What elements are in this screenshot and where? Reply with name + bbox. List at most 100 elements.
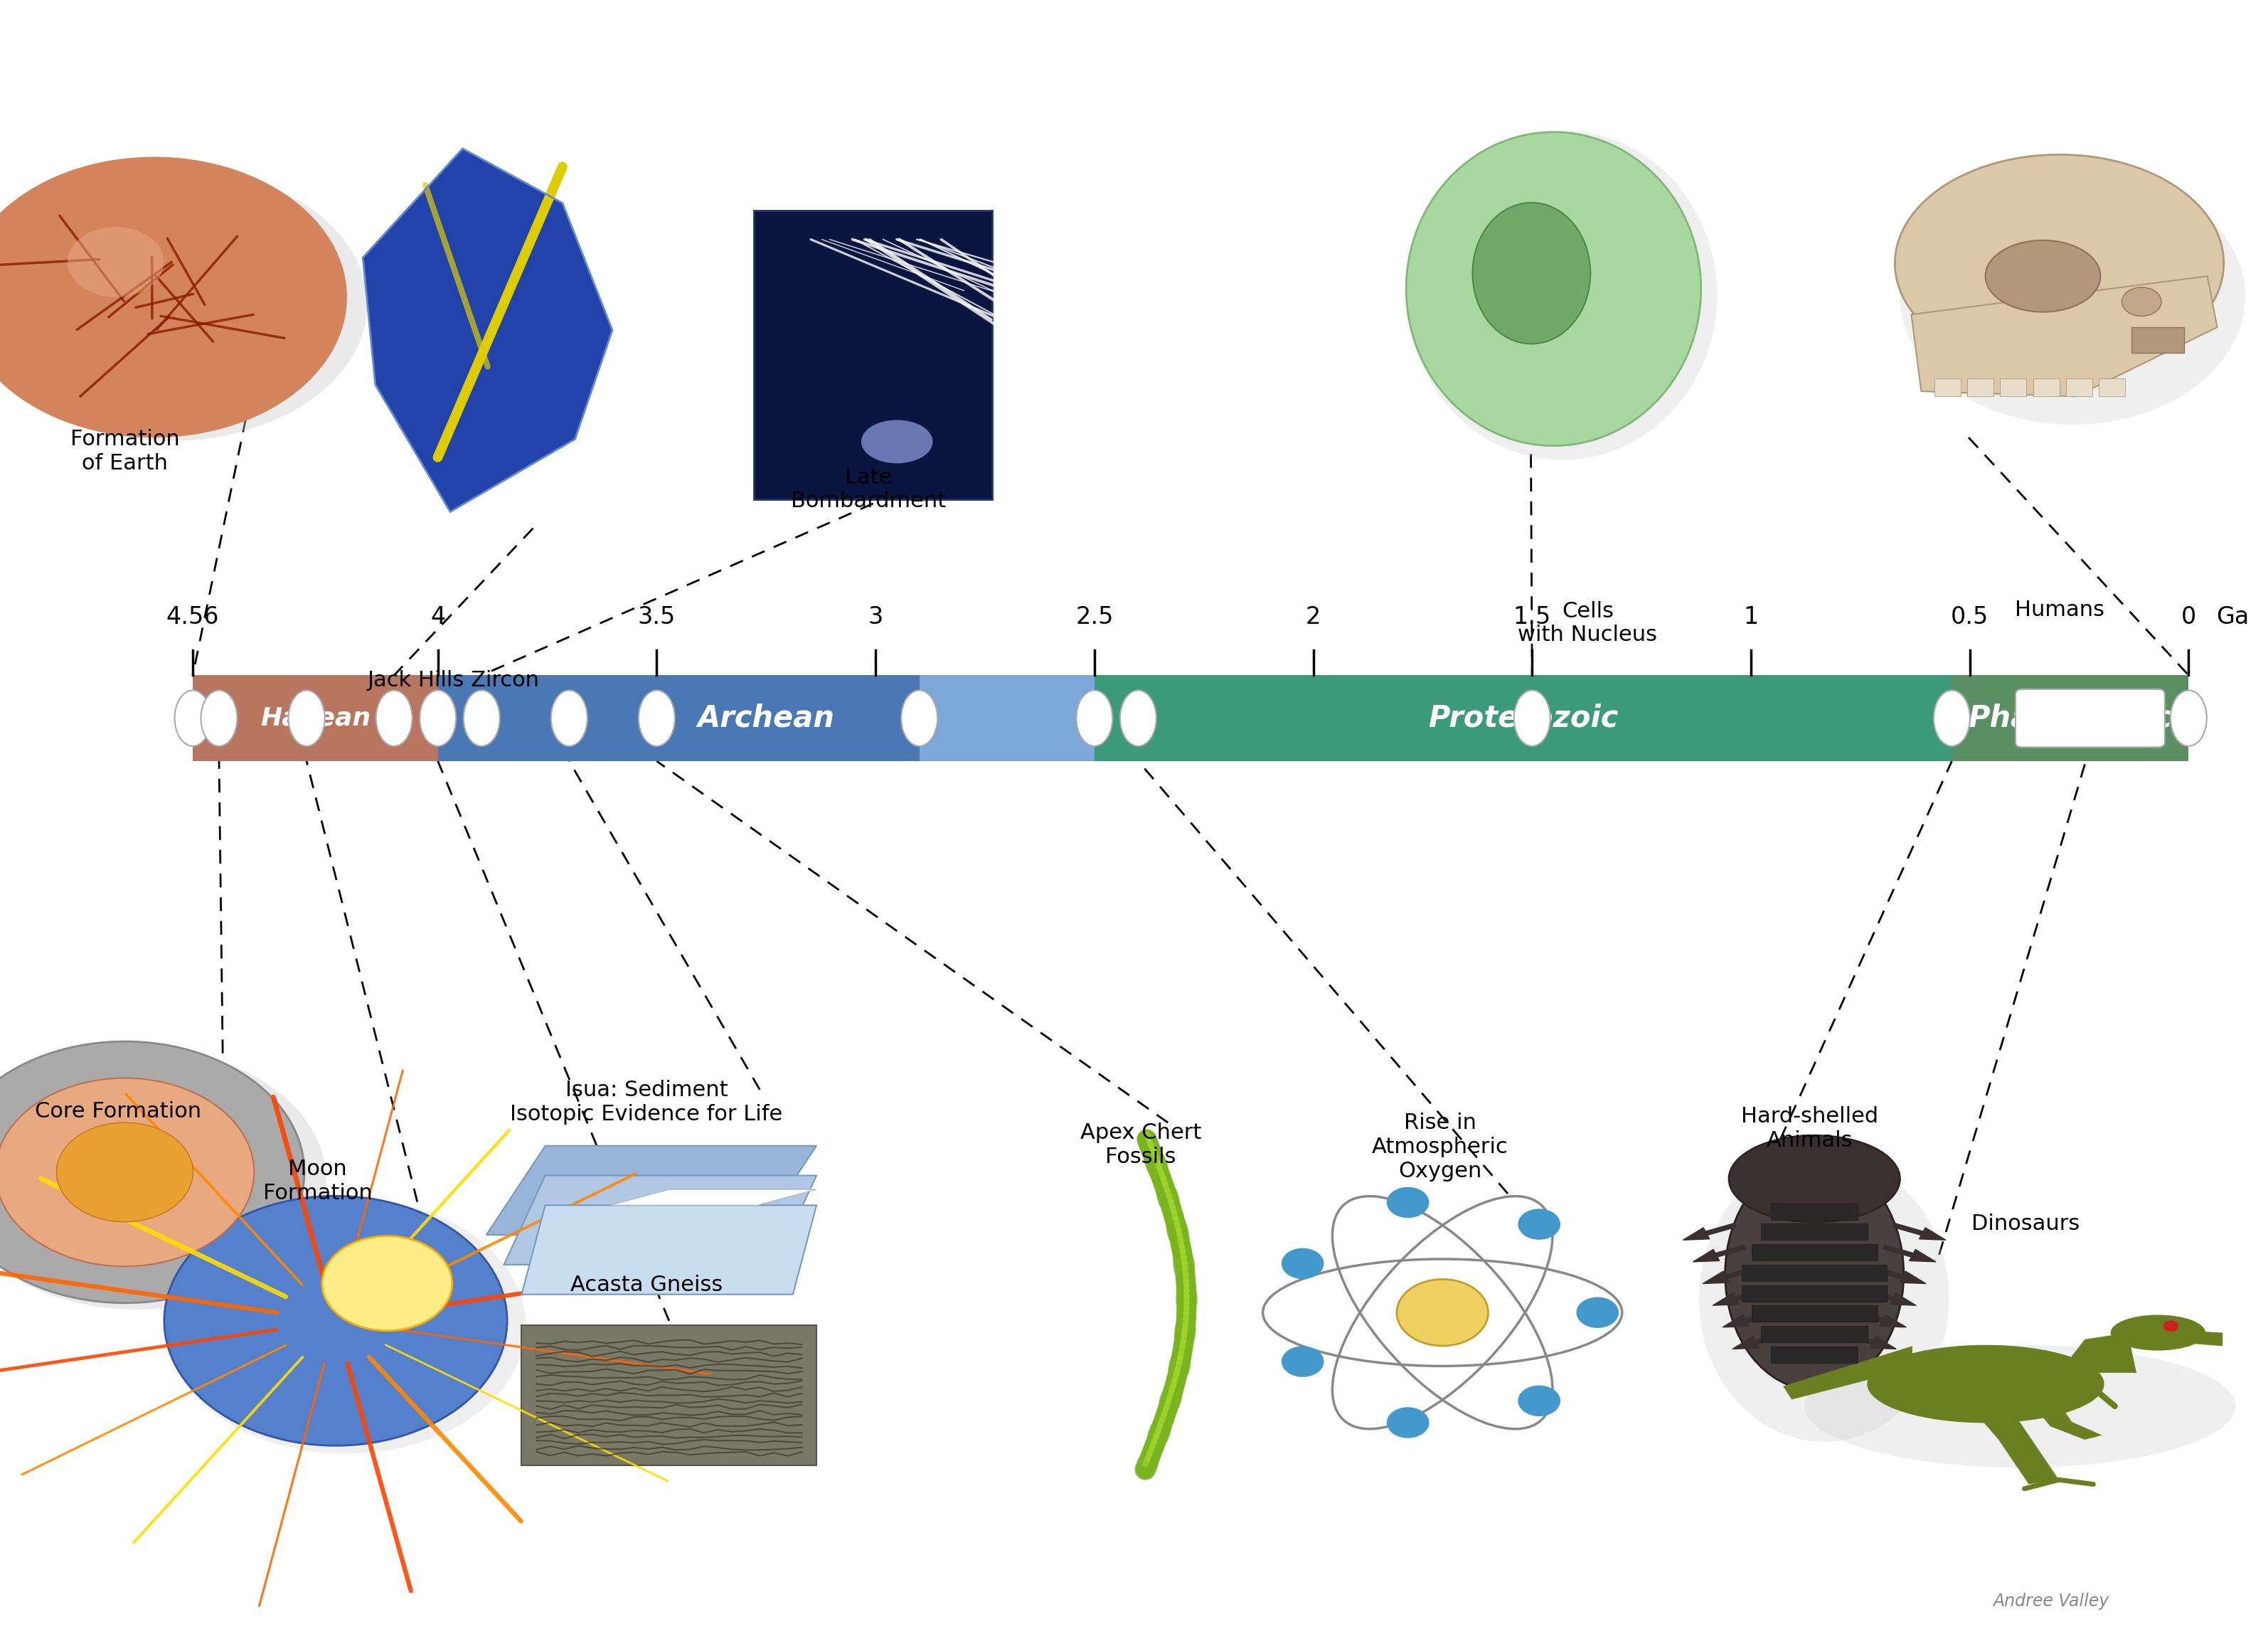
Bar <box>919 675 1095 761</box>
Polygon shape <box>1964 1390 2059 1484</box>
Ellipse shape <box>1901 168 2245 424</box>
Ellipse shape <box>376 690 413 746</box>
Text: Jack Hills Zircon: Jack Hills Zircon <box>367 670 540 690</box>
Text: 3.5: 3.5 <box>637 606 676 629</box>
FancyArrow shape <box>1882 1245 1937 1261</box>
Bar <box>1771 1204 1857 1220</box>
Ellipse shape <box>640 690 676 746</box>
Bar <box>2066 378 2093 396</box>
Bar <box>753 210 993 499</box>
Ellipse shape <box>1515 690 1551 746</box>
Ellipse shape <box>1406 132 1701 446</box>
Circle shape <box>2123 287 2161 315</box>
Bar <box>1966 378 1994 396</box>
Text: 0: 0 <box>2182 606 2195 629</box>
FancyArrow shape <box>1692 1245 1746 1261</box>
Text: Core Formation: Core Formation <box>34 1101 202 1121</box>
Ellipse shape <box>862 419 932 464</box>
Ellipse shape <box>1984 241 2100 312</box>
Text: 3: 3 <box>869 606 882 629</box>
FancyArrow shape <box>1894 1223 1946 1240</box>
Ellipse shape <box>1120 690 1157 746</box>
Text: Isua: Sediment
Isotopic Evidence for Life: Isua: Sediment Isotopic Evidence for Lif… <box>510 1080 782 1124</box>
Text: Andree Valley: Andree Valley <box>1994 1593 2109 1610</box>
Bar <box>1762 1326 1867 1342</box>
Ellipse shape <box>551 690 587 746</box>
Text: Hard-shelled
Animals: Hard-shelled Animals <box>1742 1106 1878 1151</box>
Bar <box>1762 1223 1867 1240</box>
Text: Formation
of Earth: Formation of Earth <box>70 429 179 474</box>
Ellipse shape <box>463 690 499 746</box>
Ellipse shape <box>288 690 324 746</box>
Bar <box>1751 1306 1878 1322</box>
Bar <box>2098 378 2125 396</box>
Ellipse shape <box>166 1199 526 1455</box>
Circle shape <box>0 157 347 438</box>
Bar <box>438 675 1095 761</box>
Circle shape <box>2164 1321 2180 1332</box>
Bar <box>1095 675 1953 761</box>
FancyArrow shape <box>1724 1311 1776 1327</box>
Ellipse shape <box>1896 155 2223 371</box>
Polygon shape <box>1783 1346 1912 1400</box>
Ellipse shape <box>202 690 238 746</box>
Ellipse shape <box>1077 690 1114 746</box>
Ellipse shape <box>1935 690 1971 746</box>
Circle shape <box>1281 1346 1325 1377</box>
Polygon shape <box>610 1189 816 1205</box>
Circle shape <box>1576 1298 1619 1327</box>
Ellipse shape <box>1699 1156 1948 1441</box>
Circle shape <box>1517 1209 1560 1240</box>
Circle shape <box>1281 1248 1325 1280</box>
Text: Humans: Humans <box>2014 599 2105 619</box>
Bar <box>1751 1245 1878 1261</box>
FancyArrow shape <box>1862 1288 1916 1306</box>
Text: Acasta Gneiss: Acasta Gneiss <box>569 1275 723 1294</box>
FancyArrow shape <box>1853 1311 1905 1327</box>
Circle shape <box>163 1195 508 1446</box>
Circle shape <box>1397 1280 1488 1346</box>
Polygon shape <box>2136 1327 2223 1346</box>
Polygon shape <box>522 1205 816 1294</box>
Ellipse shape <box>2112 1314 2204 1351</box>
FancyArrow shape <box>1683 1223 1735 1240</box>
Ellipse shape <box>175 690 211 746</box>
Ellipse shape <box>1867 1346 2105 1423</box>
Ellipse shape <box>1728 1136 1901 1222</box>
Text: Phanerozoic: Phanerozoic <box>1969 703 2173 733</box>
Text: 2.5: 2.5 <box>1075 606 1114 629</box>
Bar <box>2000 378 2025 396</box>
Text: 4.56: 4.56 <box>166 606 220 629</box>
Ellipse shape <box>0 167 367 441</box>
Text: Proterozoic: Proterozoic <box>1429 703 1617 733</box>
Bar <box>1953 675 2189 761</box>
Text: Archean: Archean <box>699 703 835 733</box>
Ellipse shape <box>0 1048 327 1309</box>
Circle shape <box>68 228 163 297</box>
FancyArrow shape <box>1703 1266 1755 1283</box>
FancyArrow shape <box>1712 1288 1767 1306</box>
Text: Ga: Ga <box>2216 606 2250 629</box>
Text: 1: 1 <box>1744 606 1758 629</box>
Polygon shape <box>485 1146 816 1235</box>
Circle shape <box>0 1042 304 1303</box>
Circle shape <box>57 1123 193 1222</box>
Text: Hadean: Hadean <box>261 707 370 730</box>
Text: Dinosaurs: Dinosaurs <box>1971 1213 2080 1233</box>
FancyBboxPatch shape <box>2016 688 2164 748</box>
Ellipse shape <box>1805 1346 2236 1468</box>
FancyArrow shape <box>1873 1266 1926 1283</box>
Bar <box>1771 1346 1857 1362</box>
Text: 2: 2 <box>1306 606 1320 629</box>
Polygon shape <box>2028 1390 2102 1440</box>
Text: Rise in
Atmospheric
Oxygen: Rise in Atmospheric Oxygen <box>1372 1113 1508 1180</box>
Ellipse shape <box>900 690 937 746</box>
Circle shape <box>322 1237 451 1331</box>
Circle shape <box>1386 1407 1429 1438</box>
Ellipse shape <box>2068 690 2105 746</box>
Polygon shape <box>363 149 612 512</box>
Ellipse shape <box>1726 1159 1903 1390</box>
Text: Cells
with Nucleus: Cells with Nucleus <box>1517 601 1658 646</box>
Bar <box>522 1324 816 1466</box>
FancyArrow shape <box>1844 1332 1896 1349</box>
